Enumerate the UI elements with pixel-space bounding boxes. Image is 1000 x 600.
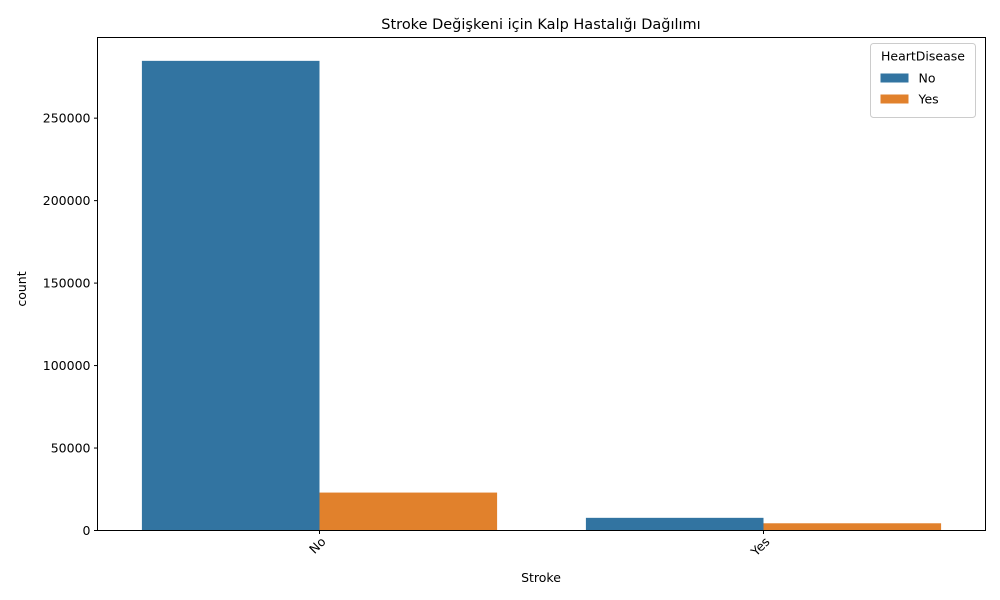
y-tick-label: 250000 xyxy=(43,111,91,126)
x-axis-label: Stroke xyxy=(521,570,561,585)
bar-no-no xyxy=(141,60,320,531)
bar-yes-no xyxy=(585,517,764,531)
chart-title: Stroke Değişkeni için Kalp Hastalığı Dağ… xyxy=(381,17,700,33)
y-tick-label: 50000 xyxy=(51,441,91,456)
x-tick-label-no: No xyxy=(306,534,329,557)
legend-label-yes: Yes xyxy=(918,92,939,107)
y-tick-label: 100000 xyxy=(43,358,91,373)
legend-swatch-yes xyxy=(880,94,909,104)
y-axis-label: count xyxy=(14,271,29,306)
y-tick-label: 0 xyxy=(83,523,91,538)
y-tick-label: 150000 xyxy=(43,276,91,291)
y-axis: 0 50000 100000 150000 200000 250000 xyxy=(43,111,98,538)
legend-title: HeartDisease xyxy=(881,49,965,64)
legend-swatch-no xyxy=(880,73,909,83)
x-axis: No Yes xyxy=(306,530,773,560)
bar-no-yes xyxy=(319,492,498,531)
plot-frame xyxy=(97,37,986,531)
x-tick-label-yes: Yes xyxy=(747,534,773,560)
bars-group xyxy=(141,60,942,531)
y-tick-label: 200000 xyxy=(43,193,91,208)
legend-label-no: No xyxy=(919,71,936,86)
bar-yes-yes xyxy=(763,523,942,531)
legend: HeartDisease No Yes xyxy=(870,43,976,118)
